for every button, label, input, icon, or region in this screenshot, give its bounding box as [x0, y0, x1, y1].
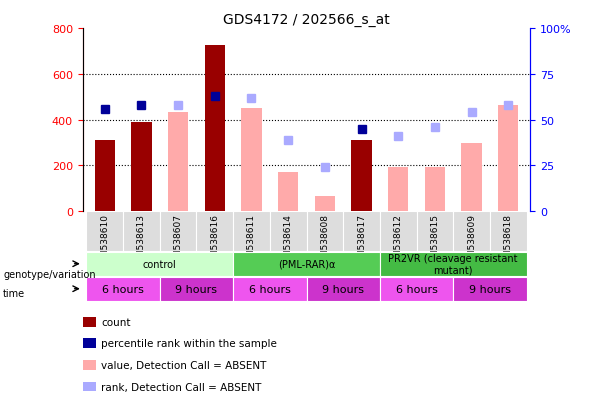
Text: GSM538613: GSM538613 — [137, 214, 146, 268]
Bar — [380, 252, 527, 276]
Text: time: time — [3, 288, 25, 298]
Bar — [278, 173, 299, 212]
Bar — [380, 212, 417, 252]
Text: rank, Detection Call = ABSENT: rank, Detection Call = ABSENT — [101, 382, 262, 392]
Bar — [306, 212, 343, 252]
Bar — [425, 167, 445, 212]
Bar — [453, 212, 490, 252]
Bar — [462, 143, 482, 212]
Bar — [123, 212, 160, 252]
Bar — [490, 212, 527, 252]
Bar — [94, 141, 115, 212]
Text: genotype/variation: genotype/variation — [3, 270, 96, 280]
Text: 9 hours: 9 hours — [322, 284, 364, 294]
Bar — [380, 277, 453, 301]
Text: GSM538608: GSM538608 — [321, 214, 329, 268]
Text: control: control — [143, 259, 177, 269]
Bar — [86, 277, 160, 301]
Text: GSM538612: GSM538612 — [394, 214, 403, 268]
Bar — [388, 167, 408, 212]
Bar — [343, 212, 380, 252]
Text: GSM538615: GSM538615 — [430, 214, 440, 268]
Text: percentile rank within the sample: percentile rank within the sample — [101, 339, 277, 349]
Bar — [196, 212, 233, 252]
Bar — [498, 105, 519, 212]
Bar — [314, 197, 335, 212]
Text: GSM538609: GSM538609 — [467, 214, 476, 268]
Text: 6 hours: 6 hours — [249, 284, 291, 294]
Bar — [168, 112, 188, 212]
Bar — [233, 277, 306, 301]
Bar — [160, 212, 196, 252]
Text: GSM538607: GSM538607 — [173, 214, 183, 268]
Text: GSM538610: GSM538610 — [101, 214, 109, 268]
Bar — [160, 277, 233, 301]
Bar — [233, 212, 270, 252]
Text: value, Detection Call = ABSENT: value, Detection Call = ABSENT — [101, 360, 267, 370]
Bar — [270, 212, 306, 252]
Text: GSM538618: GSM538618 — [504, 214, 512, 268]
Bar — [242, 109, 262, 212]
Text: 6 hours: 6 hours — [102, 284, 144, 294]
Text: PR2VR (cleavage resistant
mutant): PR2VR (cleavage resistant mutant) — [389, 253, 518, 275]
Text: GSM538614: GSM538614 — [284, 214, 292, 268]
Text: GSM538616: GSM538616 — [210, 214, 219, 268]
Bar — [86, 252, 233, 276]
Bar — [233, 252, 380, 276]
Text: GSM538617: GSM538617 — [357, 214, 366, 268]
Bar — [205, 46, 225, 212]
Text: 9 hours: 9 hours — [469, 284, 511, 294]
Text: 9 hours: 9 hours — [175, 284, 218, 294]
Text: GSM538611: GSM538611 — [247, 214, 256, 268]
Bar — [453, 277, 527, 301]
Text: (PML-RAR)α: (PML-RAR)α — [278, 259, 335, 269]
Text: count: count — [101, 317, 131, 327]
Bar — [417, 212, 453, 252]
Bar — [306, 277, 380, 301]
Bar — [131, 123, 151, 212]
Text: 6 hours: 6 hours — [395, 284, 438, 294]
Bar — [351, 141, 371, 212]
Title: GDS4172 / 202566_s_at: GDS4172 / 202566_s_at — [223, 12, 390, 26]
Bar — [86, 212, 123, 252]
